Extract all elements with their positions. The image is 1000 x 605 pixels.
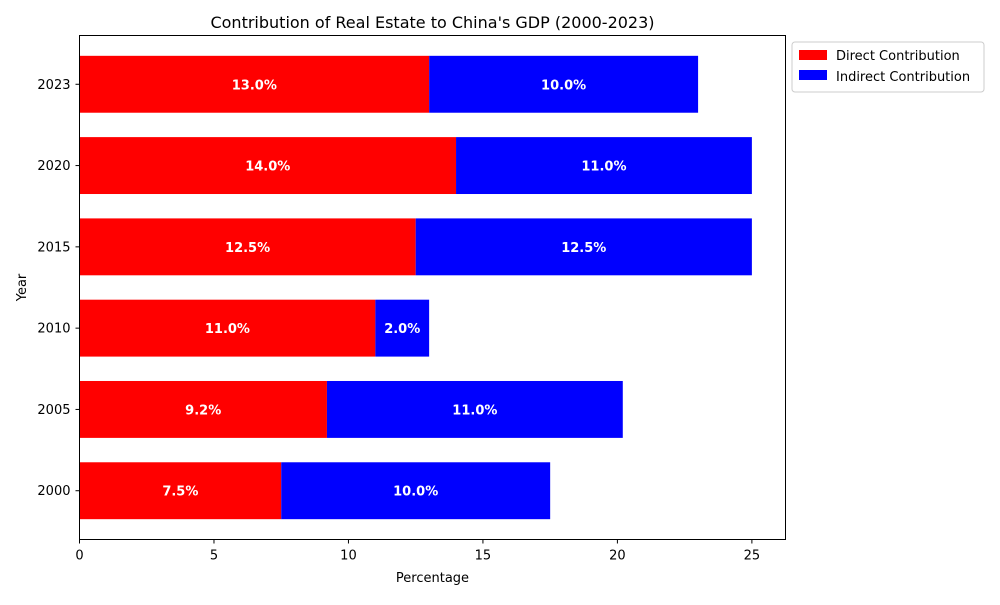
bar-indirect-2020 xyxy=(456,137,752,195)
x-tick-label-20: 20 xyxy=(609,549,626,564)
legend-swatch-indirect xyxy=(799,70,827,80)
bar-labels-layer: 7.5% 10.0% 9.2% 11.0% 11.0% 2.0% 12.5% 12.5% 14.… xyxy=(162,78,626,499)
bar-label-direct-2000: 7.5% xyxy=(162,485,198,500)
bar-direct-2023 xyxy=(79,55,430,113)
plot-frame xyxy=(79,35,786,540)
legend-swatch-direct xyxy=(799,50,827,60)
y-tick-label-2010: 2010 xyxy=(37,322,70,337)
bar-direct-2020 xyxy=(79,137,457,195)
y-tick-label-2015: 2015 xyxy=(37,240,70,255)
y-axis-ticks: 2000 2005 2010 2015 2020 2023 xyxy=(37,78,80,499)
bar-label-direct-2023: 13.0% xyxy=(232,78,277,93)
bar-indirect-2010 xyxy=(375,299,430,357)
bar-label-indirect-2005: 11.0% xyxy=(452,403,497,418)
bar-indirect-2015 xyxy=(415,218,752,276)
bars-layer xyxy=(79,55,752,520)
bar-label-indirect-2020: 11.0% xyxy=(581,160,626,175)
bar-indirect-2000 xyxy=(281,462,551,520)
bar-label-direct-2010: 11.0% xyxy=(205,322,250,337)
x-axis-ticks: 0 5 10 15 20 25 xyxy=(75,539,761,564)
bar-label-indirect-2000: 10.0% xyxy=(393,485,438,500)
x-tick-label-5: 5 xyxy=(210,549,218,564)
y-tick-label-2005: 2005 xyxy=(37,403,70,418)
bar-label-indirect-2010: 2.0% xyxy=(384,322,420,337)
bar-direct-2005 xyxy=(79,380,327,438)
legend-frame xyxy=(791,41,985,93)
bar-direct-2010 xyxy=(79,299,376,357)
bar-indirect-2023 xyxy=(429,55,699,113)
bar-label-indirect-2015: 12.5% xyxy=(561,241,606,256)
x-tick-label-25: 25 xyxy=(744,549,761,564)
bar-direct-2000 xyxy=(79,462,282,520)
x-tick-label-15: 15 xyxy=(475,549,492,564)
legend-label-direct: Direct Contribution xyxy=(836,49,960,64)
legend: Direct Contribution Indirect Contributio… xyxy=(791,41,985,93)
y-axis-label: Year xyxy=(15,273,30,302)
bar-direct-2015 xyxy=(79,218,416,276)
chart-title: Contribution of Real Estate to China's G… xyxy=(210,13,654,32)
bar-indirect-2005 xyxy=(326,380,623,438)
bar-label-direct-2020: 14.0% xyxy=(245,160,290,175)
x-axis-label: Percentage xyxy=(396,571,469,586)
y-tick-label-2023: 2023 xyxy=(37,78,70,93)
y-tick-label-2000: 2000 xyxy=(37,484,70,499)
legend-label-indirect: Indirect Contribution xyxy=(836,70,970,85)
bar-label-indirect-2023: 10.0% xyxy=(541,78,586,93)
x-tick-label-10: 10 xyxy=(340,549,357,564)
y-tick-label-2020: 2020 xyxy=(37,159,70,174)
bar-label-direct-2005: 9.2% xyxy=(185,403,221,418)
bar-label-direct-2015: 12.5% xyxy=(225,241,270,256)
x-tick-label-0: 0 xyxy=(75,549,83,564)
